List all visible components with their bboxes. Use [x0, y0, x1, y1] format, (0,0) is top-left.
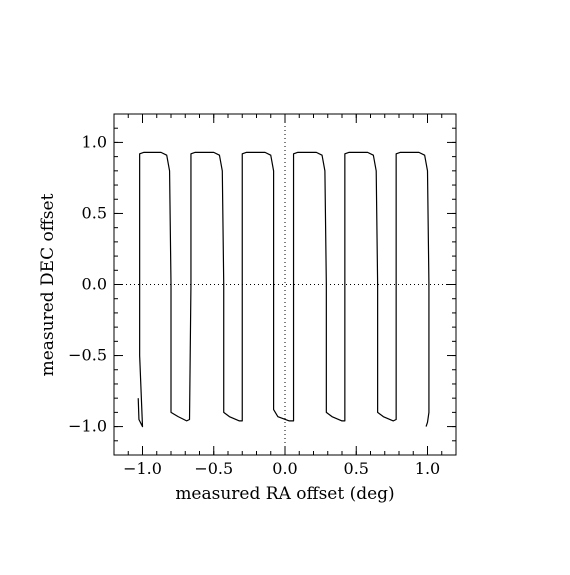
y-tick-label: 1.0 — [82, 132, 107, 151]
major-ticks — [114, 114, 456, 455]
y-tick-label: 0.0 — [82, 275, 107, 294]
x-tick-label: 0.0 — [272, 459, 297, 478]
x-tick-label: 1.0 — [415, 459, 440, 478]
y-tick-label: −0.5 — [68, 346, 107, 365]
reference-lines — [114, 114, 456, 455]
minor-ticks — [113, 113, 457, 456]
y-tick-label: −1.0 — [68, 417, 107, 436]
x-tick-label: −1.0 — [123, 459, 162, 478]
plot-frame — [113, 113, 457, 456]
y-axis-label: measured DEC offset — [38, 193, 58, 376]
x-axis-label: measured RA offset (deg) — [175, 484, 394, 504]
y-tick-label: 0.5 — [82, 203, 107, 222]
scan-trace-line — [137, 151, 430, 428]
series-group — [137, 151, 430, 428]
y-tick-labels: −1.0 −0.5 0.0 0.5 1.0 — [68, 132, 107, 435]
x-tick-labels: −1.0 −0.5 0.0 0.5 1.0 — [123, 459, 440, 478]
x-tick-label: −0.5 — [194, 459, 233, 478]
x-tick-label: 0.5 — [344, 459, 369, 478]
